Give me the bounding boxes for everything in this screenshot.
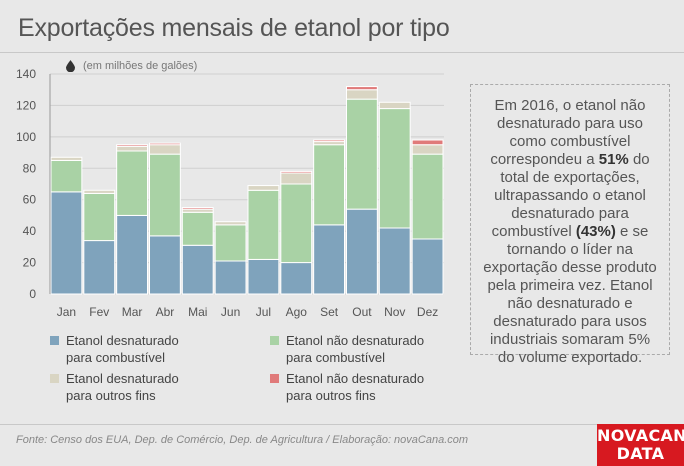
bar-segment <box>280 172 313 185</box>
bar-segment <box>50 156 83 161</box>
bar-segment <box>280 183 313 264</box>
x-tick-label: Jun <box>221 305 240 319</box>
legend-label-line2: para outros fins <box>286 388 376 403</box>
legend-label-line1: Etanol não desnaturado <box>286 333 425 348</box>
bar-segment <box>181 244 214 295</box>
bar-segment <box>214 260 247 295</box>
novacana-logo: NOVACANA DATA <box>597 424 684 466</box>
legend-item-naodesnat-outros: Etanol não desnaturado para outros fins <box>270 370 425 404</box>
legend-swatch <box>270 336 279 345</box>
legend-item-naodesnat-comb: Etanol não desnaturado para combustível <box>270 332 425 366</box>
y-tick-label: 100 <box>16 130 36 144</box>
x-tick-label: Abr <box>156 305 175 319</box>
y-tick-label: 0 <box>29 287 36 301</box>
legend-swatch <box>50 336 59 345</box>
bar-segment <box>346 98 378 210</box>
bar-segment <box>346 208 378 295</box>
legend-swatch <box>270 374 279 383</box>
bar-segment <box>83 240 116 295</box>
bar-segment <box>83 192 116 242</box>
unit-label: (em milhões de galões) <box>66 60 197 72</box>
logo-line1: NOVACANA <box>597 426 684 445</box>
bar-segment <box>116 145 148 152</box>
bar-segment <box>411 238 444 295</box>
bar-segment <box>280 170 313 174</box>
bar-segment <box>116 144 148 147</box>
bar-segment <box>346 89 378 100</box>
y-tick-label: 40 <box>23 224 37 238</box>
bar-segment <box>214 221 247 226</box>
x-tick-label: Set <box>320 305 339 319</box>
annotation-box: Em 2016, o etanol não desnaturado para u… <box>470 84 670 366</box>
x-tick-label: Jan <box>57 305 76 319</box>
legend-label-line1: Etanol desnaturado <box>66 371 179 386</box>
x-tick-label: Jul <box>256 305 271 319</box>
bar-segment <box>50 159 83 193</box>
bar-segment <box>378 108 411 229</box>
bar-segment <box>116 214 148 295</box>
y-tick-label: 20 <box>23 256 37 270</box>
chart-title: Exportações mensais de etanol por tipo <box>18 14 450 42</box>
bar-segment <box>149 153 181 237</box>
legend-label-line2: para outros fins <box>66 388 156 403</box>
bar-segment <box>411 153 444 240</box>
bar-segment <box>411 139 444 146</box>
y-tick-label: 140 <box>16 67 36 81</box>
x-tick-label: Dez <box>417 305 438 319</box>
legend-label-line2: para combustível <box>66 350 165 365</box>
bar-segment <box>247 258 280 295</box>
unit-text: (em milhões de galões) <box>83 60 198 72</box>
title-divider <box>0 52 684 53</box>
legend-label-line1: Etanol desnaturado <box>66 333 179 348</box>
x-tick-label: Nov <box>384 305 405 319</box>
bar-segment <box>149 235 181 295</box>
legend-item-desnat-outros: Etanol desnaturado para outros fins <box>50 370 179 404</box>
x-tick-label: Mar <box>122 305 143 319</box>
bar-segment <box>181 207 214 210</box>
note-highlight-2: (43%) <box>575 223 616 240</box>
bar-segment <box>378 101 411 110</box>
bar-segment <box>313 144 345 226</box>
legend-label-line1: Etanol não desnaturado <box>286 371 425 386</box>
drop-icon <box>66 60 75 72</box>
legend-swatch <box>50 374 59 383</box>
bar-segment <box>149 144 181 155</box>
bar-segment <box>247 185 280 191</box>
note-text-3: e se tornando o líder na exportação dess… <box>483 223 657 366</box>
bar-segment <box>378 227 411 295</box>
legend-item-desnat-comb: Etanol desnaturado para combustível <box>50 332 179 366</box>
note-highlight-1: 51% <box>598 151 629 168</box>
bar-segment <box>116 150 148 216</box>
bar-segment <box>346 86 378 91</box>
note-text-2: do total de exportações, ultrapassando o… <box>491 151 650 240</box>
bar-segment <box>313 224 345 295</box>
x-tick-label: Fev <box>89 305 109 319</box>
bar-segment <box>149 142 181 146</box>
x-tick-label: Ago <box>286 305 308 319</box>
bar-segment <box>50 191 83 295</box>
bar-segment <box>411 144 444 155</box>
logo-line2: DATA <box>616 444 665 463</box>
bar-segment <box>83 189 116 194</box>
bar-segment <box>313 139 345 143</box>
footer-divider <box>0 424 684 425</box>
bar-segment <box>181 211 214 246</box>
source-text: Fonte: Censo dos EUA, Dep. de Comércio, … <box>16 434 469 446</box>
x-tick-label: Out <box>352 305 372 319</box>
y-tick-label: 120 <box>16 98 36 112</box>
note-text-1: Em 2016, o etanol não desnaturado para u… <box>490 97 646 168</box>
bar-segment <box>214 224 247 262</box>
y-tick-label: 80 <box>23 161 37 175</box>
y-tick-label: 60 <box>23 193 37 207</box>
bar-segment <box>247 189 280 260</box>
x-tick-label: Mai <box>188 305 207 319</box>
legend-label-line2: para combustível <box>286 350 385 365</box>
bar-segment <box>280 262 313 295</box>
